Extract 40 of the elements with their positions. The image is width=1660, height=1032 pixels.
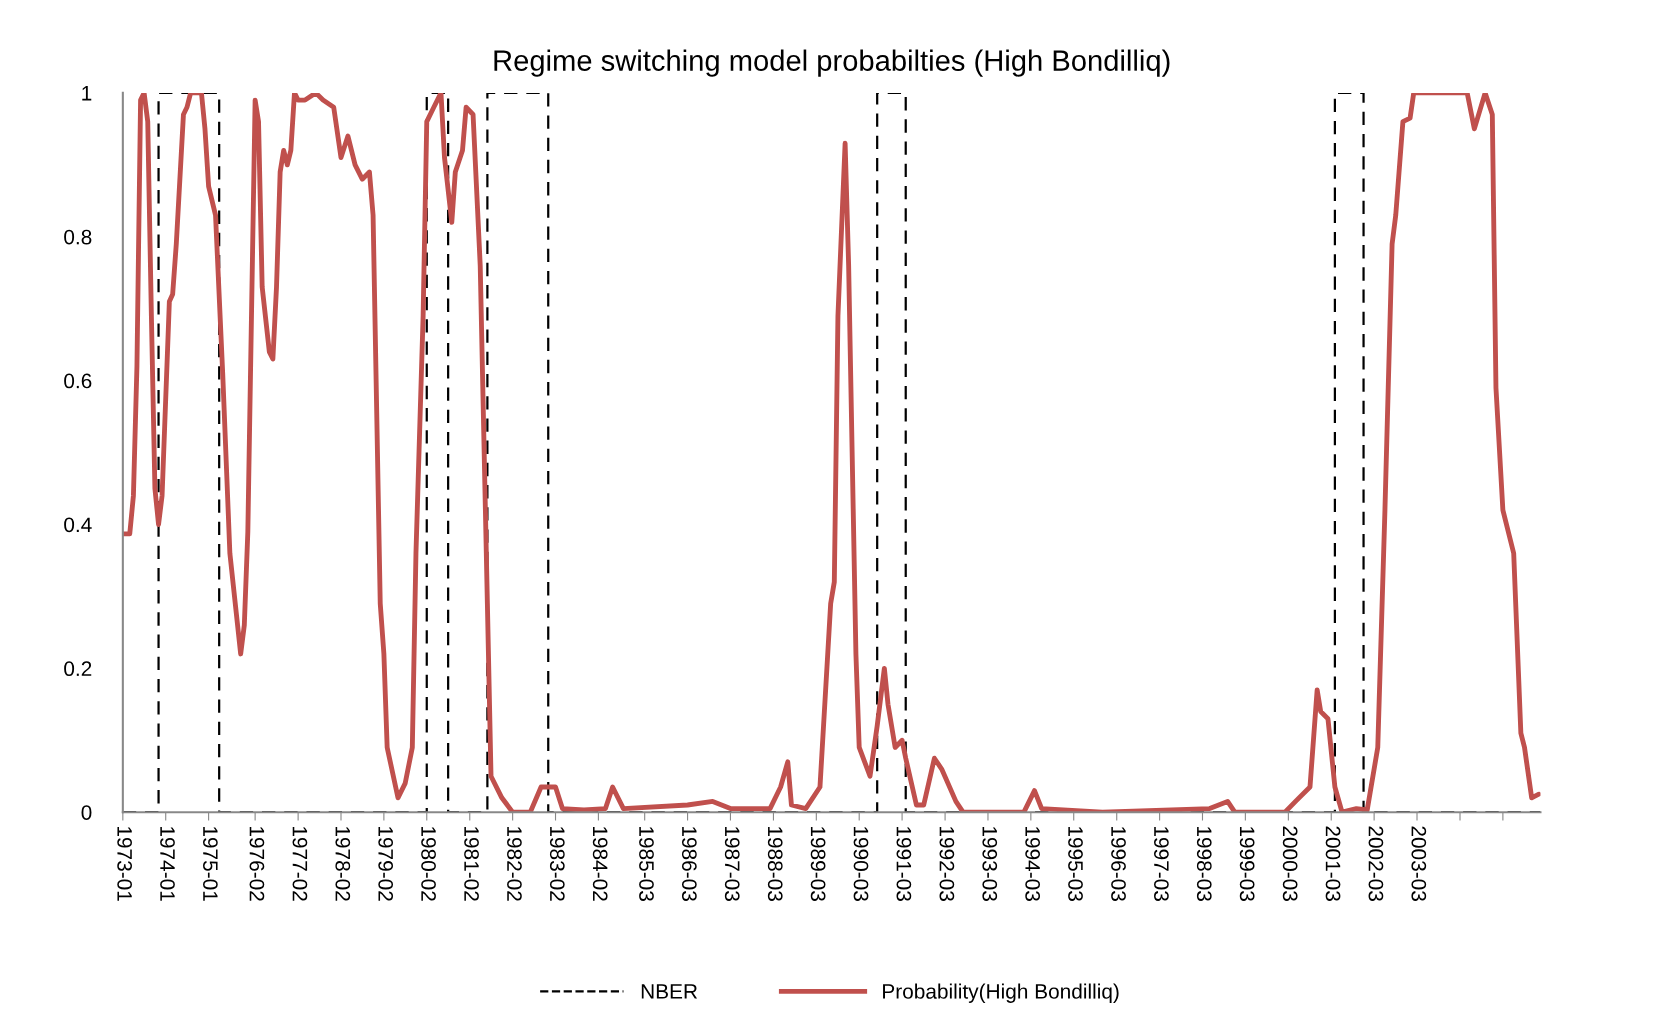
y-tick-label: 0.2 [64, 661, 92, 677]
x-tick-label: 1983-02 [549, 826, 565, 901]
x-tick-label: 2003-03 [1411, 826, 1427, 901]
x-tick-label: 1977-02 [292, 826, 308, 901]
chart-title: Regime switching model probabilties (High Bondilliq) [494, 49, 1170, 77]
x-tick-label: 1981-02 [464, 826, 479, 901]
x-tick-label: 2000-03 [1282, 826, 1298, 901]
legend-label: Probability(High Bondilliq) [883, 983, 1119, 1003]
x-tick-label: 1988-03 [767, 826, 783, 901]
x-tick-label: 1979-02 [378, 826, 394, 901]
x-tick-label: 2002-03 [1368, 826, 1384, 901]
x-tick-label: 1978-02 [335, 826, 351, 901]
x-tick-label: 1991-03 [896, 826, 912, 901]
y-tick-label: 1 [82, 86, 92, 101]
legend-label: NBER [641, 984, 698, 999]
x-tick-label: 1995-03 [1068, 826, 1083, 901]
y-tick-label: 0 [81, 805, 92, 820]
y-tick-label: 0.6 [64, 373, 92, 389]
x-tick-label: 1985-03 [639, 826, 654, 901]
x-tick-label: 1975-01 [203, 826, 218, 901]
y-tick-label: 0.4 [64, 517, 92, 533]
x-tick-label: 1999-03 [1239, 826, 1255, 901]
x-tick-label: 1980-02 [421, 826, 436, 901]
x-tick-label: 1990-03 [853, 826, 869, 901]
x-tick-label: 1996-03 [1111, 826, 1126, 901]
x-tick-label: 1986-03 [681, 826, 697, 901]
x-tick-label: 1994-03 [1025, 826, 1041, 901]
x-tick-label: 1973-01 [117, 826, 132, 901]
x-tick-label: 1992-03 [939, 826, 955, 901]
x-tick-label: 1984-02 [592, 826, 608, 901]
x-tick-label: 1982-02 [507, 826, 522, 901]
y-tick-label: 0.8 [64, 229, 92, 245]
x-tick-label: 1974-01 [160, 826, 175, 901]
x-tick-label: 1998-03 [1196, 826, 1212, 901]
x-tick-label: 1976-02 [249, 826, 265, 901]
x-tick-label: 1993-03 [982, 826, 998, 901]
x-tick-label: 1987-03 [724, 826, 740, 901]
x-tick-label: 2001-03 [1325, 826, 1341, 901]
x-tick-label: 1997-03 [1154, 826, 1169, 901]
x-tick-label: 1989-03 [810, 826, 826, 901]
